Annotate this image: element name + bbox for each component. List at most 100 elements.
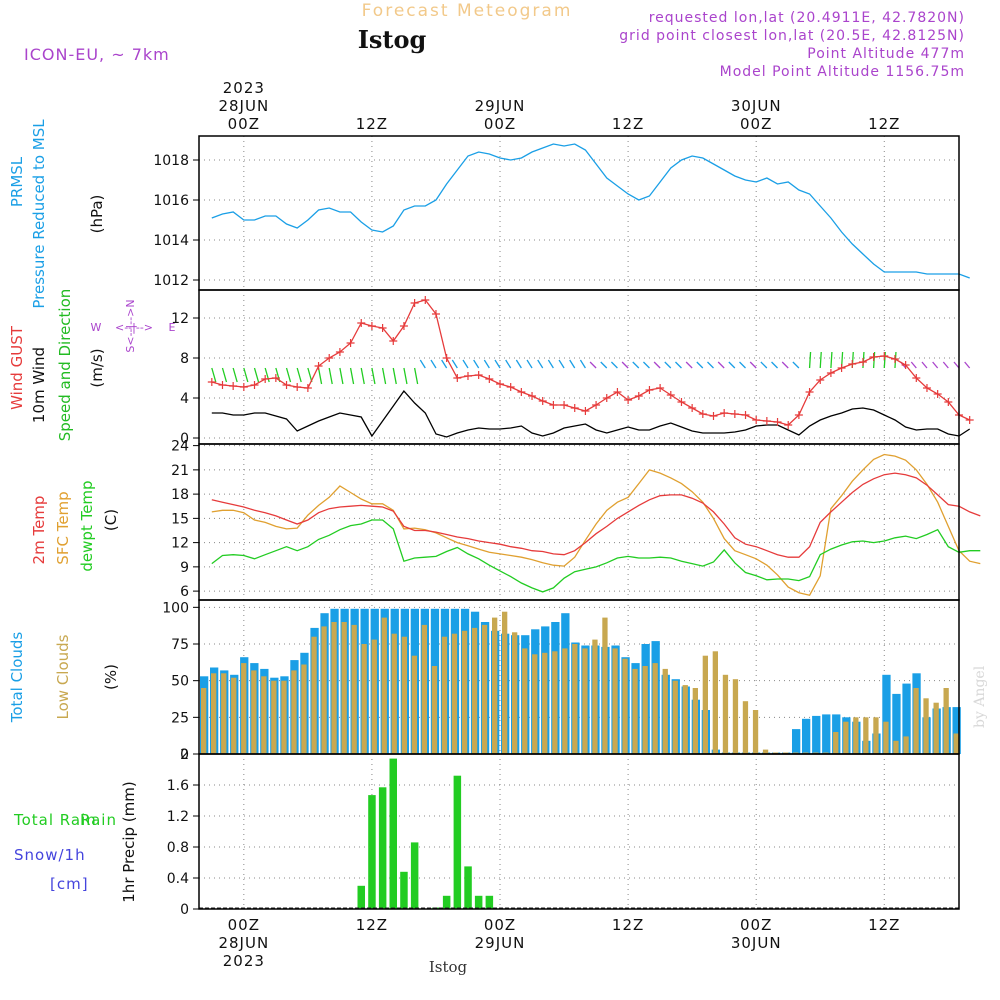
wind-direction-arrow <box>921 361 928 369</box>
panel-border <box>198 753 960 910</box>
wind-direction-arrow <box>642 361 650 369</box>
point-altitude: Point Altitude 477m <box>807 46 965 62</box>
wind-direction-arrow <box>451 359 458 369</box>
low-cloud-bar <box>381 617 387 754</box>
wind-gust-marker <box>624 396 633 404</box>
wind-direction-arrow <box>221 367 228 383</box>
model-altitude: Model Point Altitude 1156.75m <box>720 64 965 80</box>
wind-direction-arrow <box>253 367 260 383</box>
wind-gust-marker <box>453 374 462 382</box>
wind-direction-arrow <box>462 359 469 369</box>
low-cloud-bar <box>361 644 367 754</box>
rain-bar <box>400 871 408 909</box>
wind-gust-marker <box>848 360 857 368</box>
wind-gust-marker <box>250 381 259 389</box>
wind-direction-arrow <box>360 367 365 385</box>
wind-gust-marker <box>613 388 622 396</box>
rain-bar <box>442 895 451 909</box>
wind-gust-marker <box>794 411 803 419</box>
wind-label-2: 10m Wind <box>30 347 48 423</box>
low-cloud-bar <box>592 639 598 754</box>
clouds-label-1: Total Clouds <box>8 632 26 724</box>
low-cloud-bar <box>602 617 608 754</box>
rain-bar <box>453 775 462 909</box>
top-time-label: 12Z <box>868 115 900 133</box>
wind-direction-arrow <box>569 359 576 369</box>
wind-gust-marker <box>837 364 846 372</box>
low-cloud-bar <box>291 670 297 754</box>
footer-station: Istog <box>429 958 468 976</box>
wind-gust-marker <box>261 375 270 383</box>
grid-point-coords: grid point closest lon,lat (20.5E, 42.81… <box>619 28 965 44</box>
low-cloud-bar <box>632 668 638 754</box>
low-cloud-bar <box>702 655 708 754</box>
top-time-label: 2023 <box>223 79 265 97</box>
wind-gust-marker <box>485 375 494 383</box>
wind-gust-marker <box>303 384 312 392</box>
wind-gust-marker <box>378 324 387 332</box>
low-cloud-bar <box>201 688 207 754</box>
wind-direction-arrow <box>381 367 387 385</box>
precip-label-2: Snow/1h <box>14 846 86 864</box>
wind-speed-line <box>211 389 971 438</box>
temp-ytick-label: 15 <box>171 511 189 527</box>
wind-gust-marker <box>912 374 921 382</box>
top-time-label: 29JUN <box>475 97 526 115</box>
low-cloud-bar <box>311 636 317 754</box>
wind-gust-marker <box>506 383 515 391</box>
wind-gust-marker <box>858 358 867 366</box>
low-cloud-bar <box>301 664 307 754</box>
pressure-label-2: Pressure Reduced to MSL <box>30 119 48 309</box>
precip-ytick-label: 2 <box>180 747 189 763</box>
wind-gust-marker <box>570 404 579 412</box>
wind-direction-arrow <box>243 367 249 383</box>
rain-bar <box>368 795 376 909</box>
wind-gust-marker <box>229 382 238 390</box>
precip-label-1b: Rain <box>80 811 117 829</box>
wind-gust-marker <box>357 319 366 327</box>
total-cloud-bar <box>882 674 891 754</box>
pressure-line <box>211 143 970 279</box>
wind-direction-arrow <box>473 359 480 369</box>
wind-direction-arrow <box>558 359 565 369</box>
wind-gust-marker <box>602 394 611 402</box>
wind-gust-marker <box>293 383 302 391</box>
top-time-label: 00Z <box>484 115 516 133</box>
wind-direction-arrow <box>211 367 217 383</box>
wind-gust-marker <box>688 404 697 412</box>
clouds-ytick-label: 25 <box>171 710 189 726</box>
low-cloud-bar <box>622 658 628 754</box>
wind-unit: (m/s) <box>88 348 106 387</box>
wind-gust-marker <box>709 412 718 420</box>
wind-direction-arrow <box>371 367 376 385</box>
low-cloud-bar <box>401 636 407 754</box>
low-cloud-bar <box>903 736 909 754</box>
requested-coords: requested lon,lat (20.4911E, 42.7820N) <box>649 10 965 26</box>
low-cloud-bar <box>502 611 508 754</box>
wind-direction-arrow <box>526 359 533 369</box>
clouds-ytick-label: 100 <box>162 600 189 616</box>
wind-direction-arrow <box>413 367 419 385</box>
top-time-label: 00Z <box>740 115 772 133</box>
precip-ytick-label: 1.2 <box>167 809 189 825</box>
wind-gust-marker <box>901 361 910 369</box>
wind-gust-marker <box>528 392 537 400</box>
precip-ytick-label: 1.6 <box>167 778 189 794</box>
wind-gust-marker <box>463 372 472 380</box>
wind-direction-arrow <box>728 361 736 369</box>
wind-direction-arrow <box>403 367 408 385</box>
clouds-ytick-label: 50 <box>171 674 189 690</box>
bottom-time-label: 00Z <box>484 916 516 934</box>
panel-border <box>198 135 960 291</box>
pressure-ytick-label: 1016 <box>153 193 189 209</box>
total-cloud-bar <box>792 729 801 754</box>
low-cloud-bar <box>672 680 678 754</box>
low-cloud-bar <box>481 624 488 754</box>
wind-gust-marker <box>890 355 899 363</box>
low-cloud-bar <box>612 648 618 754</box>
wind-direction-arrow <box>621 361 629 369</box>
wind-gust-marker <box>752 416 761 424</box>
rain-bar <box>389 758 397 909</box>
